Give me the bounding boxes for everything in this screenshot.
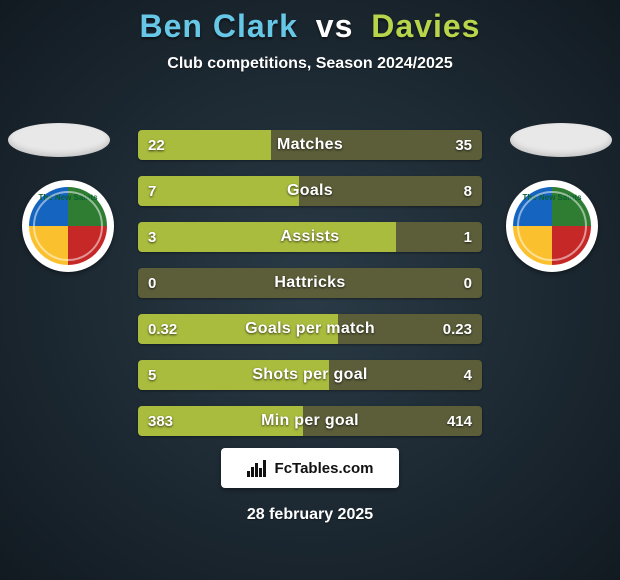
site-logo: FcTables.com [221,448,399,488]
stat-value-left: 5 [138,360,166,390]
stat-row: Goals per match0.32 0.23 [138,314,482,344]
stat-value-right: 0.23 [433,314,482,344]
stat-label: Goals [138,176,482,206]
stat-value-right: 4 [454,360,482,390]
comparison-title: Ben Clark vs Davies [0,8,620,45]
stat-value-left: 383 [138,406,183,436]
stat-row: Hattricks0 0 [138,268,482,298]
crest-right-label: The New Saints [513,193,591,202]
title-vs: vs [316,8,354,44]
title-left-player: Ben Clark [140,8,298,44]
stat-rows: Matches22 35 Goals7 8 Assists3 1 Hattricks0 0 Go… [138,130,482,452]
stat-label: Matches [138,130,482,160]
club-crest-right: The New Saints [506,180,598,272]
stat-row: Matches22 35 [138,130,482,160]
crest-left-label: The New Saints [29,193,107,202]
stat-value-left: 3 [138,222,166,252]
flag-left [8,123,110,157]
site-name: FcTables.com [275,460,374,477]
stat-label: Min per goal [138,406,482,436]
stat-row: Assists3 1 [138,222,482,252]
stat-value-left: 7 [138,176,166,206]
stat-value-left: 0 [138,268,166,298]
stat-row: Shots per goal5 4 [138,360,482,390]
stat-value-right: 35 [445,130,482,160]
stat-value-left: 22 [138,130,175,160]
stat-label: Hattricks [138,268,482,298]
bars-icon [247,459,269,477]
stat-value-right: 0 [454,268,482,298]
stat-value-right: 1 [454,222,482,252]
stat-label: Assists [138,222,482,252]
club-crest-left: The New Saints [22,180,114,272]
flag-right [510,123,612,157]
stat-label: Shots per goal [138,360,482,390]
stat-value-right: 414 [437,406,482,436]
subtitle: Club competitions, Season 2024/2025 [0,55,620,73]
stat-value-right: 8 [454,176,482,206]
title-right-player: Davies [371,8,480,44]
footer-date: 28 february 2025 [0,506,620,524]
stat-value-left: 0.32 [138,314,187,344]
stat-row: Min per goal383 414 [138,406,482,436]
stat-row: Goals7 8 [138,176,482,206]
stat-label: Goals per match [138,314,482,344]
